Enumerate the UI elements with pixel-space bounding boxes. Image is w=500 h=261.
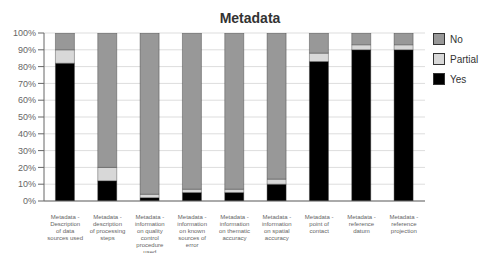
svg-text:10%: 10% xyxy=(18,179,36,189)
svg-text:50%: 50% xyxy=(18,112,36,122)
svg-text:Metadata -point ofcontact: Metadata -point ofcontact xyxy=(305,214,334,234)
html-text:Yes: Yes xyxy=(450,73,467,85)
svg-text:90%: 90% xyxy=(18,45,36,55)
svg-text:100%: 100% xyxy=(13,28,36,38)
svg-text:Metadata -informationon themat: Metadata -informationon thematicaccuracy xyxy=(219,214,250,241)
svg-text:Metadata -informationon qualit: Metadata -informationon qualitycontrolpr… xyxy=(135,214,165,253)
svg-text:Metadata -informationon spatia: Metadata -informationon spatialaccuracy xyxy=(262,214,292,241)
svg-text:Metadata -referenceprojection: Metadata -referenceprojection xyxy=(389,214,418,234)
svg-text:40%: 40% xyxy=(18,129,36,139)
svg-text:60%: 60% xyxy=(18,95,36,105)
svg-text:80%: 80% xyxy=(18,62,36,72)
svg-text:Metadata -descriptionof proces: Metadata -descriptionof processingsteps xyxy=(90,214,126,241)
html-text:Partial: Partial xyxy=(450,53,479,65)
svg-text:Metadata -Descriptionof dataso: Metadata -Descriptionof datasources used xyxy=(47,214,83,241)
svg-text:0%: 0% xyxy=(23,196,36,206)
svg-text:20%: 20% xyxy=(18,163,36,173)
html-text:Metadata: Metadata xyxy=(219,10,281,26)
html-text:No: No xyxy=(450,33,463,45)
svg-text:Metadata -informationon knowns: Metadata -informationon knownsources ofe… xyxy=(177,214,207,248)
svg-text:30%: 30% xyxy=(18,146,36,156)
svg-text:Metadata -referencedatum: Metadata -referencedatum xyxy=(347,214,376,234)
svg-text:70%: 70% xyxy=(18,79,36,89)
